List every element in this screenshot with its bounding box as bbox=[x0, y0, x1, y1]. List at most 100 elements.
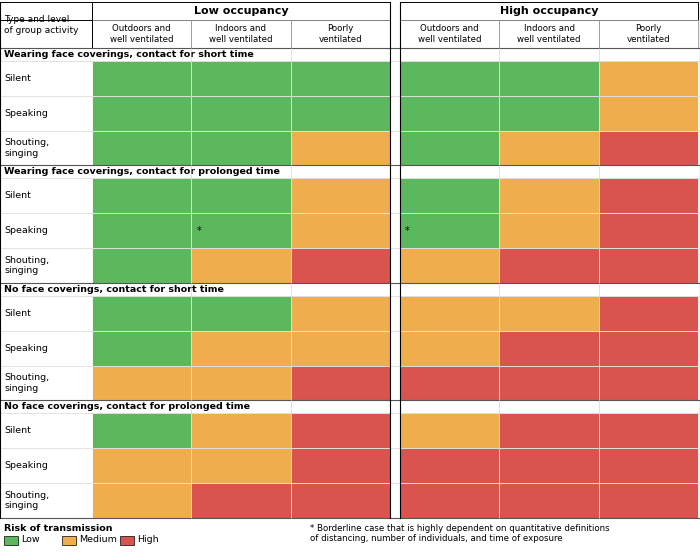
Bar bbox=[390, 2, 400, 518]
Text: Indoors and
well ventilated: Indoors and well ventilated bbox=[517, 24, 581, 44]
Text: Silent: Silent bbox=[4, 74, 31, 83]
Bar bbox=[92, 130, 191, 166]
Bar bbox=[92, 413, 191, 449]
Text: *: * bbox=[405, 226, 409, 236]
Text: * Borderline case that is highly dependent on quantitative definitions
of distan: * Borderline case that is highly depende… bbox=[310, 524, 610, 543]
Bar bbox=[191, 248, 290, 283]
Bar bbox=[290, 449, 390, 483]
Bar bbox=[290, 483, 390, 518]
Text: Speaking: Speaking bbox=[4, 109, 48, 118]
Bar bbox=[598, 96, 698, 130]
Bar bbox=[92, 483, 191, 518]
Bar bbox=[598, 413, 698, 449]
Bar bbox=[598, 296, 698, 331]
Bar bbox=[92, 2, 390, 20]
Bar bbox=[400, 296, 499, 331]
Bar bbox=[598, 331, 698, 366]
Bar bbox=[62, 536, 76, 545]
Bar bbox=[400, 96, 499, 130]
Bar bbox=[191, 213, 290, 248]
Bar bbox=[0, 48, 700, 61]
Bar bbox=[290, 248, 390, 283]
Bar bbox=[598, 179, 698, 213]
Text: Poorly
ventilated: Poorly ventilated bbox=[318, 24, 362, 44]
Bar bbox=[400, 413, 499, 449]
Bar bbox=[92, 61, 191, 96]
Bar bbox=[499, 96, 598, 130]
Bar bbox=[191, 449, 290, 483]
Bar bbox=[499, 483, 598, 518]
Text: Low occupancy: Low occupancy bbox=[194, 6, 288, 16]
Bar bbox=[400, 331, 499, 366]
Bar bbox=[290, 96, 390, 130]
Text: Low: Low bbox=[21, 535, 40, 544]
Bar bbox=[92, 96, 191, 130]
Text: Wearing face coverings, contact for prolonged time: Wearing face coverings, contact for prol… bbox=[4, 167, 280, 176]
Bar bbox=[499, 449, 598, 483]
Bar bbox=[499, 248, 598, 283]
Bar bbox=[290, 61, 390, 96]
Bar bbox=[191, 331, 290, 366]
Text: Medium: Medium bbox=[79, 535, 117, 544]
Text: High occupancy: High occupancy bbox=[500, 6, 598, 16]
Bar bbox=[290, 130, 390, 166]
Bar bbox=[0, 400, 700, 413]
Bar bbox=[400, 20, 499, 48]
Text: Shouting,
singing: Shouting, singing bbox=[4, 138, 49, 158]
Text: Shouting,
singing: Shouting, singing bbox=[4, 491, 49, 510]
Text: *: * bbox=[196, 226, 201, 236]
Text: Poorly
ventilated: Poorly ventilated bbox=[626, 24, 670, 44]
Bar bbox=[400, 366, 499, 400]
Bar bbox=[92, 179, 191, 213]
Bar bbox=[191, 483, 290, 518]
Bar bbox=[92, 213, 191, 248]
Bar bbox=[290, 331, 390, 366]
Bar bbox=[92, 366, 191, 400]
Bar bbox=[191, 61, 290, 96]
Text: Outdoors and
well ventilated: Outdoors and well ventilated bbox=[110, 24, 174, 44]
Bar bbox=[290, 366, 390, 400]
Bar bbox=[92, 248, 191, 283]
Bar bbox=[191, 366, 290, 400]
Bar bbox=[191, 296, 290, 331]
Bar bbox=[0, 283, 700, 296]
Text: Outdoors and
well ventilated: Outdoors and well ventilated bbox=[418, 24, 482, 44]
Text: Risk of transmission: Risk of transmission bbox=[4, 524, 113, 533]
Bar bbox=[400, 130, 499, 166]
Bar bbox=[4, 536, 18, 545]
Bar bbox=[400, 449, 499, 483]
Bar bbox=[290, 296, 390, 331]
Text: Silent: Silent bbox=[4, 426, 31, 436]
Bar bbox=[598, 61, 698, 96]
Bar bbox=[92, 296, 191, 331]
Text: Shouting,
singing: Shouting, singing bbox=[4, 374, 49, 393]
Bar bbox=[598, 248, 698, 283]
Bar bbox=[0, 166, 700, 179]
Bar bbox=[92, 331, 191, 366]
Text: No face coverings, contact for prolonged time: No face coverings, contact for prolonged… bbox=[4, 403, 250, 412]
Bar bbox=[290, 20, 390, 48]
Bar bbox=[400, 483, 499, 518]
Text: Type and level
of group activity: Type and level of group activity bbox=[4, 15, 78, 35]
Bar bbox=[499, 61, 598, 96]
Text: No face coverings, contact for short time: No face coverings, contact for short tim… bbox=[4, 285, 224, 294]
Bar bbox=[400, 248, 499, 283]
Text: Shouting,
singing: Shouting, singing bbox=[4, 256, 49, 276]
Bar bbox=[598, 449, 698, 483]
Bar bbox=[598, 213, 698, 248]
Text: Wearing face coverings, contact for short time: Wearing face coverings, contact for shor… bbox=[4, 50, 253, 59]
Text: Speaking: Speaking bbox=[4, 226, 48, 235]
Bar bbox=[499, 331, 598, 366]
Bar bbox=[191, 96, 290, 130]
Bar bbox=[598, 366, 698, 400]
Bar bbox=[290, 179, 390, 213]
Bar bbox=[499, 413, 598, 449]
Bar bbox=[499, 130, 598, 166]
Bar bbox=[499, 296, 598, 331]
Text: Speaking: Speaking bbox=[4, 461, 48, 470]
Bar bbox=[499, 366, 598, 400]
Bar bbox=[290, 413, 390, 449]
Text: Speaking: Speaking bbox=[4, 344, 48, 353]
Text: Silent: Silent bbox=[4, 309, 31, 318]
Bar bbox=[92, 449, 191, 483]
